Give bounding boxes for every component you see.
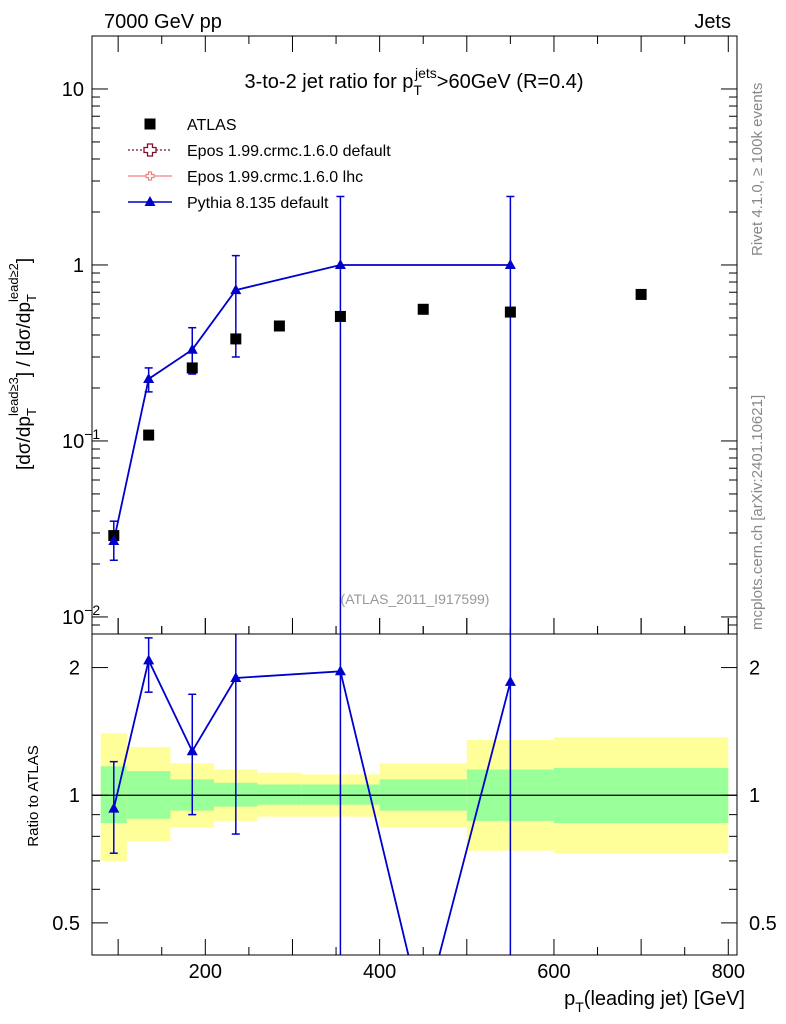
ratio-y-tick-label-right: 2 [749, 658, 760, 680]
header-energy-label: 7000 GeV pp [104, 11, 222, 33]
y-tick-label: 1 [73, 255, 84, 277]
pythia-marker [108, 535, 120, 546]
atlas-data-point [334, 310, 346, 322]
y-tick-label-base: 1 [73, 255, 84, 277]
x-axis-ticks: 200 400 600 800 [117, 36, 745, 983]
legend-atlas-marker [144, 118, 156, 130]
legend-entry-label: Pythia 8.135 default [187, 195, 329, 212]
legend-entry-label: ATLAS [187, 117, 237, 134]
ratio-pythia-marker [143, 654, 155, 665]
atlas-data-point [635, 288, 647, 300]
pythia-marker [504, 258, 516, 269]
pythia-marker [186, 343, 198, 354]
ratio-plot-frame [91, 633, 738, 956]
x-axis-label: pT(leading jet) [GeV] [564, 988, 745, 1015]
pythia-line [112, 264, 511, 542]
header-category-label: Jets [694, 11, 731, 33]
y-tick-label-base: 10 [62, 607, 84, 629]
atlas-data-point [143, 429, 155, 441]
legend: ATLAS Epos 1.99.crmc.1.6.0 default Epos 1.… [128, 117, 391, 212]
atlas-data-point [230, 333, 242, 345]
ratio-y-axis-ticks: 0.5 0.5 1 1 2 2 [52, 658, 777, 935]
ratio-y-tick-label: 1 [69, 785, 80, 807]
plot-title: 3-to-2 jet ratio for pTjets>60GeV (R=0.4… [244, 65, 583, 98]
atlas-data-point [417, 303, 429, 315]
ratio-series [92, 634, 737, 955]
ratio-pythia-marker [230, 671, 242, 682]
x-tick-label: 800 [712, 961, 745, 983]
ratio-y-tick-label-right: 0.5 [749, 913, 777, 935]
legend-epos-lhc-marker [145, 171, 155, 181]
pythia-marker [230, 284, 242, 295]
ratio-pythia-marker [186, 745, 198, 756]
analysis-watermark: (ATLAS_2011_I917599) [341, 591, 490, 607]
ratio-pythia-marker [334, 665, 346, 676]
atlas-data-point [273, 320, 285, 332]
pythia-marker [143, 372, 155, 383]
band-inner [257, 784, 302, 805]
mcplots-source-label: mcplots.cern.ch [arXiv:2401.10621] [749, 395, 766, 630]
y-tick-label-base: 10 [62, 431, 84, 453]
y-tick-label: 10 [62, 79, 84, 101]
legend-pythia-marker [144, 196, 156, 206]
main-y-axis-label: [dσ/dpTlead≥3] / [dσ/dpTlead≥2] [6, 258, 39, 470]
rivet-version-label: Rivet 4.1.0, ≥ 100k events [749, 83, 766, 256]
ratio-pythia-marker [504, 675, 516, 686]
atlas-data-point [186, 362, 198, 374]
atlas-data-point [504, 306, 516, 318]
ratio-pythia-marker [108, 802, 120, 813]
pythia-marker [334, 258, 346, 269]
legend-entry-label: Epos 1.99.crmc.1.6.0 lhc [187, 169, 363, 186]
ratio-pythia-line [112, 657, 512, 955]
legend-epos-default-marker [143, 143, 157, 157]
x-tick-label: 400 [363, 961, 396, 983]
ratio-y-tick-label: 0.5 [52, 913, 80, 935]
x-tick-label: 600 [537, 961, 570, 983]
ratio-y-tick-label-right: 1 [749, 785, 760, 807]
main-series [108, 195, 647, 634]
ratio-y-axis-label: Ratio to ATLAS [25, 745, 42, 846]
ratio-y-tick-label: 2 [69, 658, 80, 680]
x-tick-label: 200 [189, 961, 222, 983]
y-tick-label-base: 10 [62, 79, 84, 101]
legend-entry-label: Epos 1.99.crmc.1.6.0 default [187, 143, 391, 160]
